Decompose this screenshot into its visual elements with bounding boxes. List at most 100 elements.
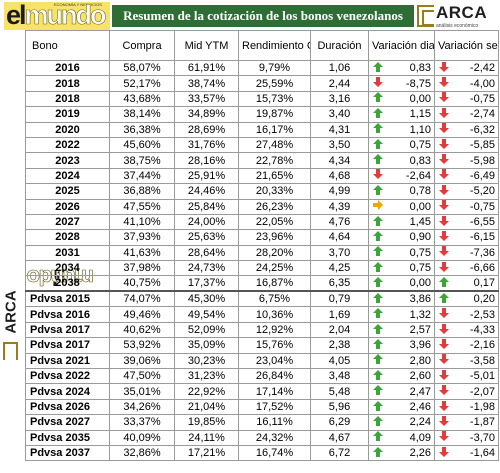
- arrow-down-icon: [438, 184, 450, 198]
- variacion-diaria-value: 2,60: [409, 370, 431, 383]
- arrow-down-icon: [438, 107, 450, 121]
- rendimiento-value: 25,59%: [238, 75, 311, 92]
- table-row: Pdvsa 2027 33,37% 19,85% 16,11% 6,29 2,24 -1,8…: [25, 414, 499, 431]
- rendimiento-value: 16,87%: [238, 275, 311, 292]
- arrow-up-icon: [372, 323, 384, 336]
- duracion-value: 3,50: [310, 136, 369, 154]
- arrow-up-icon: [372, 276, 384, 291]
- variacion-semanal-value: -5,85: [469, 139, 495, 152]
- rendimiento-value: 15,76%: [238, 337, 311, 354]
- table-row: 2016 58,07% 61,91% 9,79% 1,06 0,83 -2,42: [25, 59, 499, 77]
- arrow-down-icon: [438, 431, 450, 444]
- arrow-up-icon: [372, 92, 384, 105]
- variacion-diaria-cell: 0,75: [368, 260, 435, 277]
- compra-value: 37,44%: [109, 167, 175, 185]
- rendimiento-value: 23,96%: [238, 229, 311, 246]
- variacion-diaria-cell: 0,83: [368, 152, 435, 169]
- variacion-semanal-value: -4,33: [469, 324, 495, 337]
- header-banner: ECONOMÍA Y NEGOCIOS elmundo Resumen de l…: [0, 0, 500, 32]
- mid-ytm-value: 34,89%: [174, 106, 239, 123]
- arrow-down-icon: [438, 169, 450, 182]
- rendimiento-value: 24,32%: [238, 429, 311, 446]
- mid-ytm-value: 19,85%: [174, 414, 239, 431]
- variacion-semanal-value: -2,74: [469, 108, 495, 121]
- compra-value: 40,09%: [109, 429, 175, 446]
- mid-ytm-value: 24,73%: [174, 260, 239, 277]
- bond-name: 2019: [25, 106, 110, 123]
- variacion-diaria-value: 0,90: [409, 231, 431, 244]
- variacion-diaria-cell: 2,57: [368, 321, 435, 339]
- arca-name: ARCA: [436, 3, 488, 22]
- arrow-up-icon: [372, 107, 384, 121]
- rendimiento-value: 23,04%: [238, 352, 311, 370]
- duracion-value: 1,69: [310, 306, 369, 323]
- variacion-semanal-value: -6,66: [469, 262, 495, 275]
- arrow-down-icon: [372, 169, 384, 182]
- arrow-up-icon: [372, 415, 384, 429]
- duracion-value: 4,34: [310, 152, 369, 169]
- mid-ytm-value: 17,37%: [174, 275, 239, 292]
- table-row: Pdvsa 2022 47,50% 31,23% 26,84% 3,48 2,60 -5,0…: [25, 368, 499, 385]
- rendimiento-value: 17,52%: [238, 398, 311, 416]
- duracion-value: 4,64: [310, 229, 369, 246]
- arrow-down-icon: [438, 415, 450, 429]
- bond-name: 2023: [25, 152, 110, 169]
- duracion-value: 6,29: [310, 414, 369, 431]
- variacion-diaria-value: 3,96: [409, 339, 431, 352]
- variacion-diaria-value: 2,46: [409, 401, 431, 413]
- arca-mark-icon: [417, 5, 434, 27]
- table-row: 2025 36,88% 24,46% 20,33% 4,99 0,78 -5,20: [25, 183, 499, 200]
- variacion-diaria-value: 0,78: [409, 185, 431, 198]
- compra-value: 38,75%: [109, 152, 175, 169]
- col-header-rendimiento: Rendimiento Corriente: [238, 30, 311, 61]
- variacion-diaria-value: 1,32: [409, 308, 431, 321]
- rendimiento-value: 24,25%: [238, 260, 311, 277]
- mid-ytm-value: 28,64%: [174, 244, 239, 262]
- variacion-semanal-value: -5,01: [469, 370, 495, 383]
- mid-ytm-value: 24,46%: [174, 183, 239, 200]
- table-row: Pdvsa 2026 34,26% 21,04% 17,52% 5,96 2,46 -1,9…: [25, 398, 499, 416]
- variacion-diaria-value: 2,47: [409, 385, 431, 398]
- variacion-diaria-cell: 1,10: [368, 121, 435, 138]
- variacion-diaria-cell: 0,90: [368, 229, 435, 246]
- variacion-diaria-cell: 0,78: [368, 183, 435, 200]
- arca-tagline: análisis económico: [436, 23, 479, 29]
- arrow-up-icon: [372, 369, 384, 383]
- compra-value: 41,63%: [109, 244, 175, 262]
- variacion-semanal-value: -6,49: [469, 169, 495, 182]
- variacion-semanal-value: -4,00: [469, 77, 495, 90]
- table-row: Pdvsa 2017 53,92% 35,09% 15,76% 2,38 3,96 -2,1…: [25, 337, 499, 354]
- logo-mundo: mundo: [24, 0, 107, 30]
- bond-name: 2020: [25, 121, 110, 138]
- mid-ytm-value: 31,23%: [174, 368, 239, 385]
- bond-name: Pdvsa 2035: [25, 429, 110, 446]
- variacion-semanal-cell: -6,66: [434, 260, 499, 277]
- variacion-diaria-cell: -2,64: [368, 167, 435, 185]
- bond-name: 2026: [25, 198, 110, 215]
- variacion-diaria-value: -2,64: [405, 169, 431, 182]
- duracion-value: 3,16: [310, 90, 369, 108]
- variacion-semanal-value: -2,16: [469, 339, 495, 352]
- variacion-diaria-cell: 0,83: [368, 59, 435, 77]
- compra-value: 49,46%: [109, 306, 175, 323]
- variacion-semanal-value: -5,20: [469, 185, 495, 198]
- arrow-right-icon: [372, 200, 384, 213]
- duracion-value: 3,48: [310, 368, 369, 385]
- side-arca-name: ARCA: [2, 290, 20, 334]
- variacion-semanal-cell: -6,49: [434, 167, 499, 185]
- duracion-value: 2,38: [310, 337, 369, 354]
- variacion-diaria-value: 0,83: [409, 154, 431, 167]
- compra-value: 32,86%: [109, 444, 175, 462]
- compra-value: 45,60%: [109, 136, 175, 154]
- variacion-diaria-cell: 2,80: [368, 352, 435, 370]
- bond-name: 2028: [25, 229, 110, 246]
- variacion-semanal-cell: -0,75: [434, 198, 499, 215]
- arrow-up-icon: [372, 246, 384, 259]
- variacion-semanal-cell: -1,98: [434, 398, 499, 416]
- mid-ytm-value: 30,23%: [174, 352, 239, 370]
- variacion-diaria-cell: 4,09: [368, 429, 435, 446]
- variacion-semanal-cell: -0,75: [434, 90, 499, 108]
- arrow-up-icon: [372, 261, 384, 275]
- arrow-up-icon: [372, 400, 384, 413]
- variacion-diaria-cell: 2,47: [368, 383, 435, 400]
